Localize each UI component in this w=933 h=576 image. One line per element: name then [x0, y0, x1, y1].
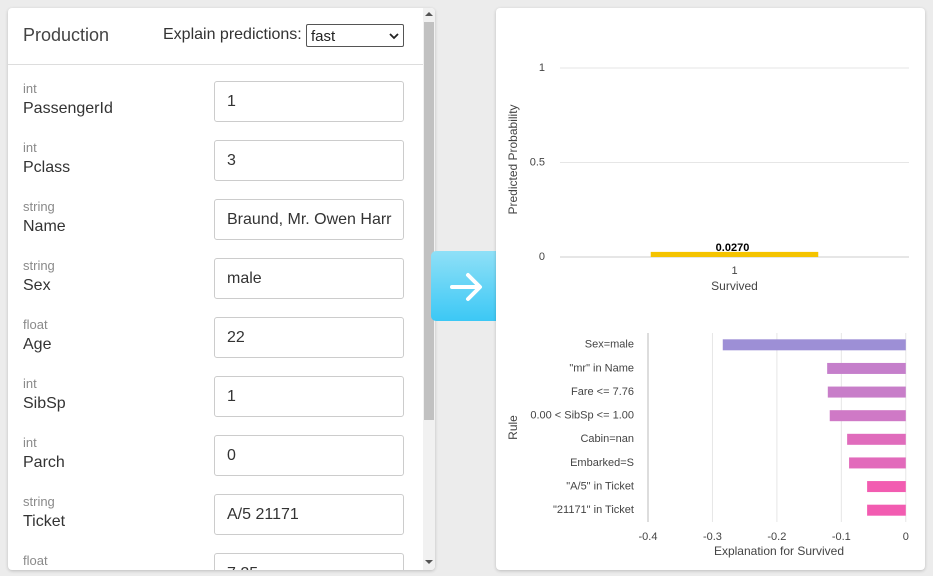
field-type: int	[23, 435, 37, 450]
y-tick-label: "21171" in Ticket	[553, 504, 634, 516]
x-axis-title: Explanation for Survived	[714, 544, 844, 558]
bar	[829, 410, 906, 422]
x-tick-label: 0	[903, 531, 909, 543]
y-tick-label: Embarked=S	[570, 457, 634, 469]
explain-label: Explain predictions:	[163, 26, 302, 43]
field-name: Age	[23, 336, 52, 353]
y-tick-label: "A/5" in Ticket	[566, 480, 634, 492]
y-tick-label: Sex=male	[585, 339, 634, 351]
scroll-up[interactable]	[425, 11, 433, 17]
field-type: string	[23, 199, 55, 214]
field-name: Sex	[23, 277, 51, 294]
field-name: Parch	[23, 454, 65, 471]
scroll-thumb[interactable]	[424, 22, 434, 420]
field-type: float	[23, 553, 48, 568]
x-tick-label: -0.4	[639, 531, 658, 543]
bar	[827, 386, 906, 398]
x-axis-title: Survived	[711, 279, 758, 293]
field-name: SibSp	[23, 395, 66, 412]
bar	[867, 481, 906, 493]
field-input[interactable]: 22	[214, 317, 404, 358]
arrow-icon	[450, 273, 482, 301]
bar	[849, 457, 906, 469]
field-type: int	[23, 81, 37, 96]
field-input[interactable]: 0	[214, 435, 404, 476]
field-name: PassengerId	[23, 100, 113, 117]
x-tick-label: -0.1	[832, 531, 851, 543]
x-tick-label: -0.3	[703, 531, 722, 543]
x-tick-label: 1	[731, 265, 737, 277]
divider	[8, 64, 423, 65]
field-type: int	[23, 140, 37, 155]
y-tick-label: 1	[539, 62, 545, 74]
y-tick-label: 0.5	[530, 156, 545, 168]
y-tick-label: 0.00 < SibSp <= 1.00	[530, 410, 634, 422]
chart-panel	[496, 8, 925, 570]
scrollbar[interactable]	[423, 8, 435, 570]
y-tick-label: Cabin=nan	[580, 433, 634, 445]
run-button[interactable]	[431, 251, 501, 321]
field-input[interactable]: male	[214, 258, 404, 299]
bar	[867, 504, 906, 516]
field-type: string	[23, 258, 55, 273]
y-tick-label: 0	[539, 251, 545, 263]
chevron	[389, 33, 399, 40]
field-input[interactable]: 7.25	[214, 553, 404, 570]
field-name: Pclass	[23, 159, 71, 176]
field-input[interactable]: 1	[214, 81, 404, 122]
select-value: fast	[311, 28, 336, 45]
field-type: float	[23, 317, 48, 332]
field-input[interactable]: 3	[214, 140, 404, 181]
form-panel: Production Explain predictions: fast int…	[8, 8, 435, 570]
bar	[650, 251, 819, 257]
field-type: string	[23, 494, 55, 509]
y-tick-label: "mr" in Name	[569, 362, 634, 374]
y-tick-label: Fare <= 7.76	[571, 386, 634, 398]
bar	[722, 339, 906, 351]
field-type: int	[23, 376, 37, 391]
form-title: Production	[23, 25, 110, 45]
bar	[847, 433, 906, 445]
field-input[interactable]: 1	[214, 376, 404, 417]
explain-select[interactable]: fast	[306, 24, 404, 47]
field-name: Ticket	[23, 513, 66, 530]
y-axis-title: Rule	[506, 415, 520, 440]
value-label: 0.0270	[716, 242, 750, 254]
x-tick-label: -0.2	[767, 531, 786, 543]
field-name: Name	[23, 218, 66, 235]
field-input[interactable]: Braund, Mr. Owen Harr	[214, 199, 404, 240]
field-input[interactable]: A/5 21171	[214, 494, 404, 535]
scroll-down[interactable]	[425, 559, 433, 565]
bar	[827, 362, 906, 374]
y-axis-title: Predicted Probability	[506, 104, 520, 214]
